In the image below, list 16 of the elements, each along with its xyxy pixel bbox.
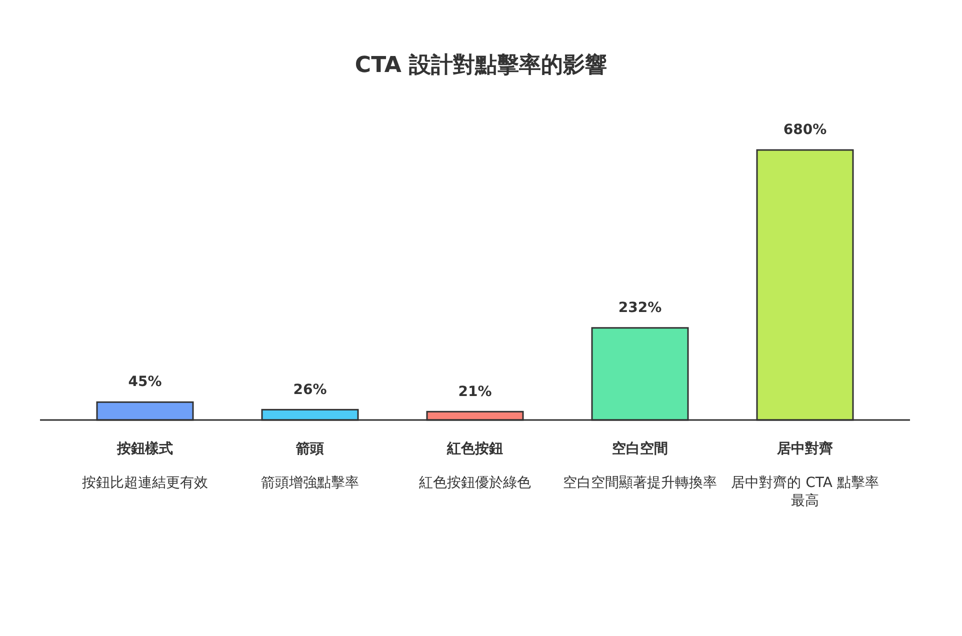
x-tick-label: 按鈕樣式 [116,440,174,458]
x-tick-label: 箭頭 [295,440,325,458]
x-tick-label: 紅色按鈕 [446,440,504,458]
data-label: 26% [292,382,328,398]
x-tick-label: 居中對齊 [776,440,834,458]
data-label: 232% [617,300,663,316]
data-label: 21% [457,384,493,400]
data-label: 680% [782,122,828,138]
text: 按鈕比超連結更有效 [81,474,209,492]
data-label: 45% [127,374,163,390]
text: 空白空間顯著提升轉換率 [562,474,718,492]
x-tick-label: 空白空間 [611,440,669,458]
text: 紅色按鈕優於綠色 [418,474,532,492]
chart-title: CTA 設計對點擊率的影響 [354,52,608,80]
text: 箭頭增強點擊率 [260,474,360,492]
text: 居中對齊的 CTA 點擊率最高 [730,474,880,510]
